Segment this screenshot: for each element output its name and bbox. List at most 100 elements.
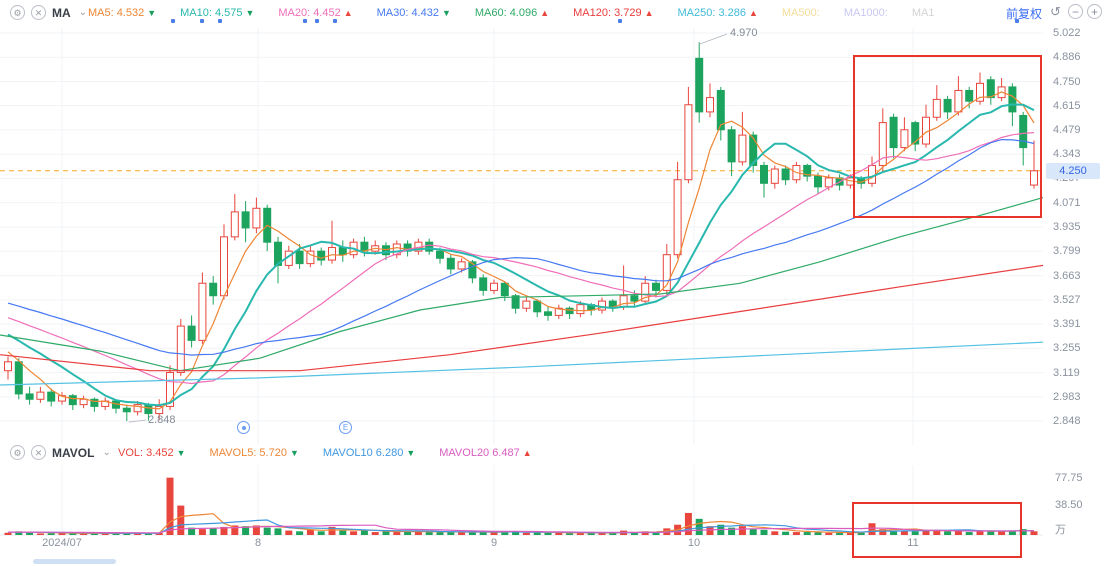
price-axis-label: 3.799: [1053, 245, 1081, 258]
legend-item[interactable]: MA500:: [782, 7, 820, 19]
scrollbar-thumb[interactable]: [33, 559, 116, 564]
date-axis-label: 2024/07: [42, 537, 82, 549]
volume-bar: [296, 531, 304, 535]
legend-value: 3.286: [718, 7, 746, 19]
volume-bar: [684, 512, 692, 535]
legend-item[interactable]: MA1: [912, 7, 935, 19]
volume-bar: [404, 531, 412, 535]
price-axis-label: 4.615: [1053, 99, 1081, 112]
legend-item[interactable]: MA120: 3.729 ▲: [573, 7, 653, 19]
volume-bar: [566, 533, 574, 535]
event-dot[interactable]: [315, 19, 319, 23]
legend-item[interactable]: MAVOL5: 5.720 ▼: [210, 447, 299, 459]
adjust-mode-link[interactable]: 前复权: [1006, 7, 1043, 21]
up-arrow-icon: ▲: [522, 448, 532, 458]
date-axis-label: 9: [490, 537, 498, 549]
dividend-marker-icon[interactable]: [237, 421, 250, 434]
event-dot[interactable]: [200, 19, 204, 23]
event-dot[interactable]: [618, 19, 622, 23]
chevron-down-icon[interactable]: ⌄: [78, 7, 88, 18]
volume-bar: [641, 531, 649, 535]
price-axis-label: 4.750: [1053, 75, 1081, 88]
legend-value: 4.452: [313, 7, 341, 19]
legend-label: MA500:: [781, 7, 820, 19]
legend-item[interactable]: MAVOL20 6.487 ▲: [439, 447, 531, 459]
mavol-legend: VOL: 3.452 ▼ MAVOL5: 5.720 ▼ MAVOL10 6.280 ▼ MAVO…: [118, 447, 532, 459]
volume-bar: [1019, 529, 1027, 535]
ma-legend: MA5: 4.532 ▼ MA10: 4.575 ▼ MA20: 4.452 ▲ MA30: 4.4…: [88, 7, 934, 19]
zoom-out-icon[interactable]: −: [1068, 4, 1083, 19]
date-axis-label: 11: [907, 537, 919, 549]
price-axis-label: 4.479: [1053, 123, 1081, 136]
volume-bar: [782, 531, 790, 535]
date-axis-label: 10: [687, 537, 701, 549]
down-arrow-icon: ▼: [289, 448, 299, 458]
volume-bar: [468, 532, 476, 535]
volume-bar: [900, 530, 908, 535]
up-arrow-icon: ▲: [748, 8, 758, 18]
legend-label: MAVOL10: [322, 447, 373, 459]
legend-item[interactable]: MA20: 4.452 ▲: [278, 7, 352, 19]
volume-bar: [220, 526, 228, 535]
close-icon[interactable]: ✕: [31, 445, 46, 460]
event-dot[interactable]: [303, 19, 307, 23]
event-marker-e-icon[interactable]: E: [339, 421, 352, 434]
down-arrow-icon: ▼: [176, 448, 186, 458]
volume-bar: [414, 531, 422, 535]
volume-axis-label: 77.75: [1055, 472, 1083, 484]
legend-label: MA10:: [180, 7, 212, 19]
event-dot[interactable]: [1015, 19, 1019, 23]
volume-bar: [620, 530, 628, 535]
chevron-down-icon[interactable]: ⌄: [102, 447, 111, 458]
legend-label: MAVOL5:: [209, 447, 257, 459]
zoom-in-icon[interactable]: +: [1087, 4, 1102, 19]
legend-value: 3.452: [146, 447, 174, 459]
legend-value: 6.487: [492, 447, 520, 459]
candlestick-chart-area[interactable]: [0, 28, 1044, 445]
down-arrow-icon: ▼: [406, 448, 416, 458]
price-axis-label: 5.022: [1053, 27, 1081, 39]
reset-icon[interactable]: ↺: [1050, 4, 1061, 19]
legend-label: MA30:: [376, 7, 409, 19]
legend-item[interactable]: MAVOL10 6.280 ▼: [323, 447, 415, 459]
legend-value: 4.532: [116, 7, 145, 19]
volume-bar: [976, 530, 984, 535]
volume-bar: [393, 532, 401, 535]
legend-value: 6.280: [375, 447, 404, 459]
volume-bar: [911, 531, 919, 535]
legend-item[interactable]: MA1000:: [844, 7, 888, 19]
legend-label: MA20:: [278, 7, 311, 19]
price-axis-label: 4.071: [1053, 196, 1081, 209]
settings-icon[interactable]: ⚙: [10, 5, 25, 20]
volume-bar: [177, 505, 185, 535]
volume-bar: [792, 532, 800, 535]
down-arrow-icon: ▼: [245, 8, 255, 18]
legend-item[interactable]: MA10: 4.575 ▼: [180, 7, 254, 19]
indicator-name[interactable]: MA: [52, 5, 71, 20]
volume-bar: [857, 532, 865, 535]
settings-icon[interactable]: ⚙: [10, 445, 25, 460]
indicator-name[interactable]: MAVOL: [52, 445, 95, 460]
event-dot[interactable]: [218, 19, 222, 23]
volume-bar: [252, 525, 260, 535]
low-price-annotation: 2.848: [148, 414, 176, 426]
volume-bar: [868, 523, 876, 535]
price-axis-label: 4.886: [1053, 51, 1081, 64]
legend-item[interactable]: MA30: 4.432 ▼: [377, 7, 451, 19]
legend-item[interactable]: MA250: 3.286 ▲: [678, 7, 758, 19]
volume-bar: [630, 532, 638, 535]
legend-item[interactable]: VOL: 3.452 ▼: [118, 447, 186, 459]
volume-bar: [738, 526, 746, 535]
volume-bar: [188, 527, 196, 535]
volume-bar: [836, 532, 844, 535]
legend-item[interactable]: MA5: 4.532 ▼: [88, 7, 156, 19]
event-dot[interactable]: [171, 19, 175, 23]
legend-item[interactable]: MA60: 4.096 ▲: [475, 7, 549, 19]
price-axis-label: 3.663: [1053, 269, 1081, 282]
close-icon[interactable]: ✕: [31, 5, 46, 20]
event-dot[interactable]: [333, 19, 337, 23]
price-axis-label: 2.983: [1053, 390, 1081, 403]
volume-bar: [371, 532, 379, 535]
mavol5-line: [7, 513, 1035, 535]
volume-bar: [944, 531, 952, 535]
